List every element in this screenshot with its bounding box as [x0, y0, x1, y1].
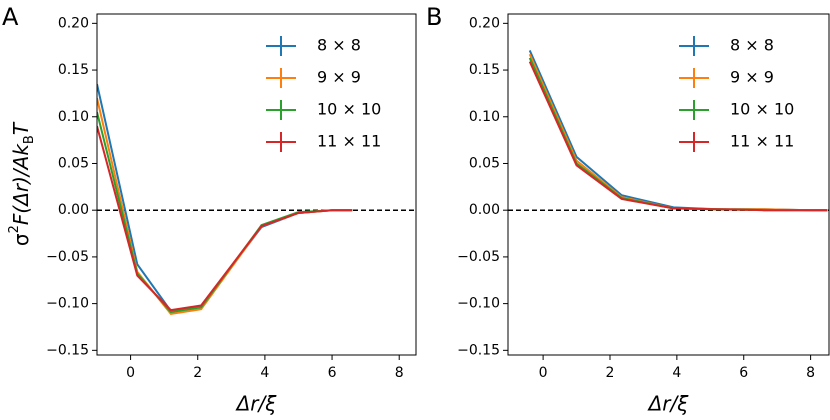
y-axis-label: σ2F(Δr)/AkBT — [7, 121, 37, 246]
legend-label: 11 × 11 — [317, 132, 381, 151]
y-axis-label-part: F(Δr)/Ak — [9, 143, 33, 225]
x-tick-label: 2 — [606, 365, 615, 381]
x-tick-label: 0 — [126, 365, 135, 381]
x-tick-label: 8 — [806, 365, 815, 381]
y-tick-label: 0.00 — [469, 202, 500, 218]
legend-label: 9 × 9 — [730, 68, 774, 87]
y-tick-label: −0.10 — [46, 296, 89, 312]
y-tick-label: −0.05 — [457, 249, 500, 265]
panel-label: A — [2, 3, 19, 31]
series-line — [528, 61, 828, 212]
series-line — [528, 50, 828, 212]
legend-label: 8 × 8 — [317, 36, 361, 55]
plot-area — [97, 83, 353, 315]
legend-label: 8 × 8 — [730, 36, 774, 55]
legend-label: 10 × 10 — [730, 100, 794, 119]
axes-frame — [96, 13, 417, 356]
legend-label: 11 × 11 — [730, 132, 794, 151]
y-tick-label: 0.10 — [469, 109, 500, 125]
x-axis-label: Δr/ξ — [235, 392, 278, 416]
plot-area — [528, 50, 828, 212]
x-axis-label: Δr/ξ — [647, 392, 690, 416]
y-axis-label-part: B — [22, 135, 37, 144]
y-tick-label: −0.05 — [46, 249, 89, 265]
x-tick-label: 2 — [193, 365, 202, 381]
legend-label: 10 × 10 — [317, 100, 381, 119]
panel-label: B — [426, 3, 442, 31]
x-tick-label: 8 — [395, 365, 404, 381]
y-axis-label-part: 2 — [7, 225, 22, 233]
y-tick-label: 0.00 — [58, 202, 89, 218]
y-axis-label-part: σ — [9, 233, 33, 246]
y-tick-label: 0.20 — [469, 15, 500, 31]
x-tick-label: 6 — [739, 365, 748, 381]
y-tick-label: 0.15 — [58, 62, 89, 78]
x-tick-label: 4 — [672, 365, 681, 381]
y-tick-label: −0.15 — [46, 342, 89, 358]
axes-frame — [507, 13, 830, 356]
y-axis-label-part: T — [9, 121, 33, 135]
series-line — [97, 125, 353, 312]
y-tick-label: 0.20 — [58, 15, 89, 31]
y-tick-label: −0.10 — [457, 296, 500, 312]
y-tick-label: 0.05 — [58, 155, 89, 171]
y-tick-label: 0.10 — [58, 109, 89, 125]
x-tick-label: 6 — [328, 365, 337, 381]
x-tick-label: 4 — [260, 365, 269, 381]
y-tick-label: 0.15 — [469, 62, 500, 78]
y-tick-label: 0.05 — [469, 155, 500, 171]
y-tick-label: −0.15 — [457, 342, 500, 358]
x-tick-label: 0 — [539, 365, 548, 381]
legend-label: 9 × 9 — [317, 68, 361, 87]
series-line — [97, 97, 353, 315]
